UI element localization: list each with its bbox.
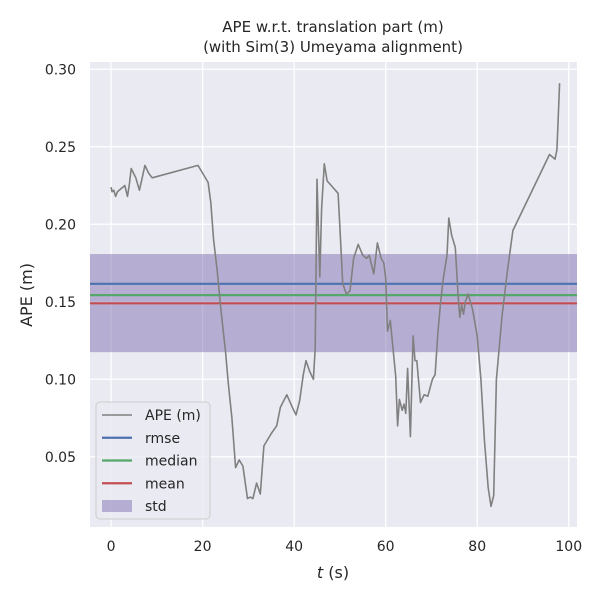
x-axis-label: t (s): [317, 563, 349, 582]
stat-lines: [90, 282, 577, 305]
y-tick-label: 0.25: [45, 140, 76, 156]
y-tick-label: 0.20: [45, 217, 76, 233]
x-tick-label: 40: [285, 539, 303, 555]
legend: APE (m) rmse median mean std: [95, 401, 211, 520]
y-tick-label: 0.10: [45, 372, 76, 388]
x-tick-label: 80: [468, 539, 486, 555]
x-tick-labels: 0 20 40 60 80 100: [107, 539, 583, 555]
y-tick-label: 0.05: [45, 450, 76, 466]
legend-label: median: [145, 454, 197, 470]
x-tick-label: 20: [194, 539, 212, 555]
title-line-1: APE w.r.t. translation part (m): [222, 18, 443, 36]
x-tick-label: 100: [555, 539, 582, 555]
ape-series: [110, 83, 561, 508]
y-tick-label: 0.15: [45, 295, 76, 311]
chart-title: APE w.r.t. translation part (m) (with Si…: [203, 18, 463, 56]
legend-label: mean: [145, 476, 185, 492]
y-tick-labels: 0.05 0.10 0.15 0.20 0.25 0.30: [45, 62, 76, 466]
ape-line: [110, 83, 561, 508]
x-tick-label: 60: [377, 539, 395, 555]
legend-box: [95, 401, 211, 520]
legend-label: APE (m): [145, 408, 201, 424]
title-line-2: (with Sim(3) Umeyama alignment): [203, 38, 463, 56]
y-axis-label: APE (m): [17, 263, 36, 327]
legend-label: std: [145, 499, 167, 515]
x-axis-label-unit: (s): [323, 563, 349, 582]
y-tick-label: 0.30: [45, 62, 76, 78]
legend-label: rmse: [145, 431, 180, 447]
x-axis-label-var: t: [317, 563, 324, 582]
legend-swatch-std: [102, 500, 132, 512]
x-tick-label: 0: [107, 539, 116, 555]
